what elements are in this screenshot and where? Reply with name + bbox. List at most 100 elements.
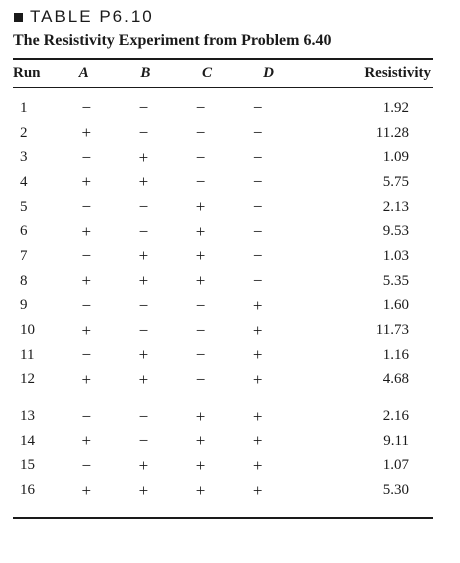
cell-run: 2	[20, 124, 28, 141]
cell-resistivity: 2.16	[382, 408, 409, 425]
cell-run: 14	[20, 432, 35, 449]
cell-a: −	[81, 455, 92, 475]
cell-a: +	[81, 320, 92, 340]
table-row: 7 − + + − 1.03	[13, 244, 433, 269]
cell-resistivity: 1.16	[382, 346, 409, 363]
cell-resistivity: 5.35	[382, 272, 409, 289]
cell-run: 12	[20, 371, 35, 388]
cell-d: −	[252, 147, 263, 167]
cell-c: −	[195, 345, 206, 365]
cell-c: −	[195, 98, 206, 118]
cell-c: −	[195, 147, 206, 167]
table-title: The Resistivity Experiment from Problem …	[13, 32, 332, 49]
cell-a: +	[81, 172, 92, 192]
cell-d: +	[252, 406, 263, 426]
table-row: 4 + + − − 5.75	[13, 170, 433, 195]
cell-resistivity: 11.28	[375, 124, 409, 141]
cell-d: +	[252, 480, 263, 500]
cell-b: +	[138, 172, 149, 192]
cell-resistivity: 11.73	[375, 322, 409, 339]
table-row: 8 + + + − 5.35	[13, 269, 433, 294]
cell-run: 3	[20, 149, 28, 166]
cell-run: 7	[20, 247, 28, 264]
cell-a: +	[81, 271, 92, 291]
table-label-text: TABLE P6.10	[30, 7, 154, 26]
table-figure: TABLE P6.10 The Resistivity Experiment f…	[13, 6, 433, 519]
header-a: A	[78, 65, 89, 81]
cell-b: +	[138, 246, 149, 266]
header-resistivity: Resistivity	[364, 65, 431, 81]
bottom-rule	[13, 517, 433, 519]
cell-d: −	[252, 246, 263, 266]
cell-run: 9	[20, 297, 28, 314]
table-row: 11 − + − +1.16	[13, 343, 433, 368]
cell-d: +	[252, 320, 263, 340]
table-row: 2 + − − − 11.28	[13, 121, 433, 146]
cell-d: −	[252, 172, 263, 192]
cell-a: −	[81, 246, 92, 266]
cell-b: +	[138, 147, 149, 167]
cell-c: +	[195, 221, 206, 241]
square-bullet-icon	[14, 12, 23, 22]
group-spacer	[13, 392, 433, 404]
cell-c: −	[195, 369, 206, 389]
table-row: 12 + + − +4.68	[13, 368, 433, 393]
table-row: 1 − − − − 1.92	[13, 96, 433, 121]
cell-c: −	[195, 320, 206, 340]
cell-a: −	[81, 147, 92, 167]
cell-a: −	[81, 345, 92, 365]
cell-run: 4	[20, 173, 28, 190]
cell-d: −	[252, 98, 263, 118]
cell-b: −	[138, 123, 149, 143]
cell-c: −	[195, 295, 206, 315]
cell-run: 1	[20, 99, 28, 116]
table-row: 3 − + − − 1.09	[13, 145, 433, 170]
cell-c: +	[195, 271, 206, 291]
cell-run: 8	[20, 272, 28, 289]
table-row: 5 − − + − 2.13	[13, 195, 433, 220]
cell-resistivity: 9.11	[383, 432, 409, 449]
cell-d: +	[252, 455, 263, 475]
header-run: Run	[13, 65, 41, 81]
cell-c: +	[195, 431, 206, 451]
cell-c: +	[195, 197, 206, 217]
top-rule	[13, 58, 433, 60]
cell-a: +	[81, 431, 92, 451]
cell-d: −	[252, 221, 263, 241]
cell-c: +	[195, 480, 206, 500]
cell-a: +	[81, 480, 92, 500]
header-d: D	[263, 65, 275, 81]
cell-d: +	[252, 431, 263, 451]
table-row: 6 + − + − 9.53	[13, 219, 433, 244]
cell-a: −	[81, 406, 92, 426]
cell-resistivity: 1.03	[382, 247, 409, 264]
cell-d: +	[252, 345, 263, 365]
cell-b: −	[138, 197, 149, 217]
cell-b: −	[138, 431, 149, 451]
cell-b: −	[138, 406, 149, 426]
header-c: C	[201, 65, 212, 81]
cell-resistivity: 1.07	[382, 457, 409, 474]
cell-resistivity: 9.53	[382, 223, 409, 240]
cell-a: −	[81, 197, 92, 217]
cell-d: +	[252, 369, 263, 389]
cell-a: +	[81, 221, 92, 241]
cell-a: −	[81, 98, 92, 118]
table-row: 16 + + + +5.30	[13, 478, 433, 503]
table-row: 13 − − + +2.16	[13, 404, 433, 429]
cell-d: −	[252, 123, 263, 143]
cell-run: 5	[20, 198, 28, 215]
cell-a: +	[81, 369, 92, 389]
cell-b: +	[138, 345, 149, 365]
header-row: Run A B C D Resistivity	[13, 60, 433, 87]
cell-d: −	[252, 197, 263, 217]
cell-c: −	[195, 123, 206, 143]
cell-d: +	[252, 295, 263, 315]
cell-d: −	[252, 271, 263, 291]
cell-a: −	[81, 295, 92, 315]
cell-resistivity: 5.30	[382, 482, 409, 499]
cell-c: +	[195, 246, 206, 266]
cell-run: 13	[20, 408, 35, 425]
cell-run: 6	[20, 223, 28, 240]
cell-a: +	[81, 123, 92, 143]
